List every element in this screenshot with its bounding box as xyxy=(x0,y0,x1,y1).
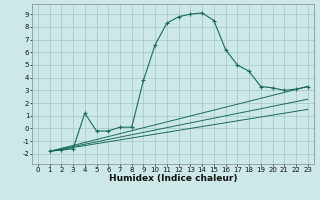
X-axis label: Humidex (Indice chaleur): Humidex (Indice chaleur) xyxy=(108,174,237,183)
